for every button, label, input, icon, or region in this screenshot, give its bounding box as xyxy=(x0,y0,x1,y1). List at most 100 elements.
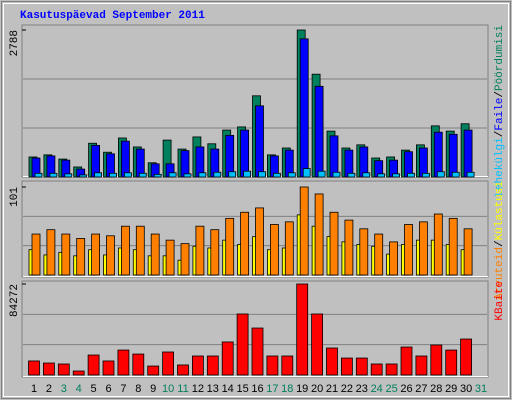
bar xyxy=(448,133,458,178)
x-tick-label: 10 xyxy=(162,383,174,395)
x-tick-label: 1 xyxy=(31,383,37,395)
y-tick-label: 2788 xyxy=(9,30,21,56)
x-tick-label: 27 xyxy=(415,383,427,395)
bar xyxy=(460,338,473,376)
x-tick-label: 12 xyxy=(192,383,204,395)
bar xyxy=(374,233,384,276)
bar xyxy=(240,211,250,276)
bar xyxy=(34,172,43,178)
bar xyxy=(183,173,192,178)
x-tick-label: 18 xyxy=(281,383,293,395)
legend-entry: KBaite xyxy=(494,281,506,321)
x-tick-label: 7 xyxy=(120,383,126,395)
bar xyxy=(266,355,279,376)
x-tick-label: 16 xyxy=(251,383,263,395)
bar xyxy=(138,172,147,178)
legend: Arvuteid/Külastusi xyxy=(494,181,506,300)
bar xyxy=(165,239,175,276)
bar xyxy=(421,172,430,178)
x-tick-label: 30 xyxy=(460,383,472,395)
bar xyxy=(430,344,443,376)
legend-separator: / xyxy=(494,131,506,138)
bar xyxy=(106,235,115,276)
bar xyxy=(225,134,235,178)
bar xyxy=(445,349,458,376)
legend: Lehekülgi/Faile/Pöördumisi xyxy=(494,25,506,197)
bar xyxy=(132,353,145,376)
bar xyxy=(302,168,311,178)
bar xyxy=(355,357,368,376)
x-tick-label: 17 xyxy=(266,383,278,395)
bar xyxy=(240,129,250,178)
bar xyxy=(255,207,264,276)
legend-separator: / xyxy=(494,91,506,98)
bar xyxy=(299,186,309,276)
x-tick-label: 14 xyxy=(222,383,234,395)
x-tick-label: 15 xyxy=(236,383,248,395)
bar xyxy=(296,283,309,376)
bar xyxy=(135,148,145,178)
bar xyxy=(121,140,130,178)
bar xyxy=(418,221,428,276)
bar xyxy=(195,225,205,276)
bar xyxy=(332,171,341,178)
y-tick-label: 101 xyxy=(9,187,21,207)
bar xyxy=(317,170,326,178)
bar xyxy=(272,172,281,178)
bar xyxy=(299,38,309,178)
bar xyxy=(359,228,369,276)
bar xyxy=(72,370,85,376)
legend-separator: / xyxy=(494,240,506,247)
x-tick-label: 13 xyxy=(207,383,219,395)
bar xyxy=(213,171,222,178)
bar xyxy=(340,357,353,376)
bar xyxy=(451,171,460,178)
bar xyxy=(433,213,443,276)
bar xyxy=(198,172,207,178)
legend-entry: Faile xyxy=(494,98,506,131)
bar xyxy=(448,217,458,276)
bar xyxy=(210,229,220,276)
bar xyxy=(102,360,115,376)
bar xyxy=(153,173,162,178)
x-tick-label: 24 xyxy=(371,383,383,395)
bar xyxy=(385,363,398,376)
x-tick-label: 9 xyxy=(150,383,156,395)
legend-entry: Lehekülgi xyxy=(494,137,506,197)
bar xyxy=(28,360,40,376)
bar xyxy=(177,364,189,376)
bar xyxy=(243,170,252,178)
bar xyxy=(221,341,234,376)
x-tick-label: 3 xyxy=(61,383,67,395)
bar xyxy=(407,172,415,178)
bar xyxy=(79,174,88,178)
bar xyxy=(109,172,117,178)
bar xyxy=(284,221,294,276)
bar xyxy=(326,347,338,376)
bar xyxy=(121,225,130,276)
bar xyxy=(150,233,160,276)
bar xyxy=(228,171,237,178)
bar xyxy=(415,355,428,376)
bar xyxy=(389,241,399,276)
x-tick-label: 4 xyxy=(76,383,82,395)
bar xyxy=(49,172,58,178)
bar xyxy=(191,355,204,376)
bar xyxy=(46,229,56,276)
bar xyxy=(377,173,386,178)
bar xyxy=(362,172,371,178)
bar xyxy=(329,135,339,178)
x-tick-label: 22 xyxy=(341,383,353,395)
bar xyxy=(180,243,190,276)
bar xyxy=(162,351,175,376)
bar xyxy=(404,224,413,276)
bar xyxy=(135,225,145,276)
x-tick-label: 29 xyxy=(445,383,457,395)
x-tick-label: 23 xyxy=(356,383,368,395)
x-tick-label: 5 xyxy=(91,383,97,395)
bar xyxy=(314,193,324,276)
bar xyxy=(463,228,473,276)
outer-bevel xyxy=(3,3,509,397)
